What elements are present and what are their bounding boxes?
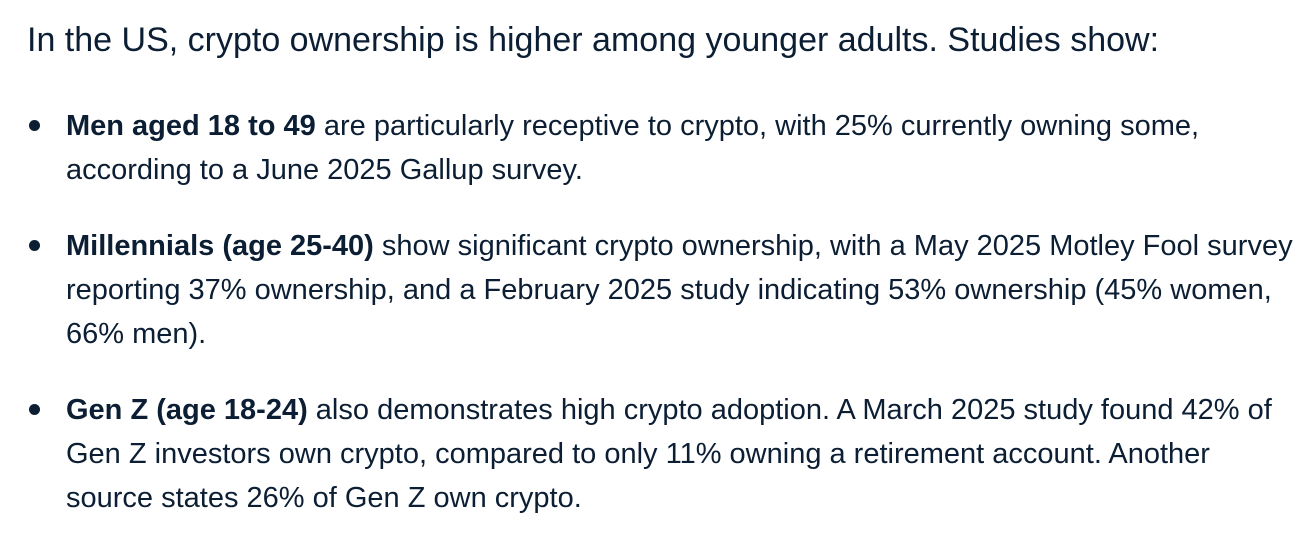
bullet-icon: [29, 240, 40, 251]
bullet-icon: [29, 404, 40, 415]
list-item: Millennials (age 25-40) show significant…: [29, 224, 1301, 356]
fact-lead: Gen Z (age 18-24): [66, 394, 308, 426]
list-item: Men aged 18 to 49 are particularly recep…: [29, 104, 1301, 192]
content-area: In the US, crypto ownership is higher am…: [27, 21, 1293, 514]
facts-list: Men aged 18 to 49 are particularly recep…: [29, 104, 1301, 552]
intro-text: In the US, crypto ownership is higher am…: [27, 21, 1160, 59]
fact-text: show significant crypto ownership, with …: [66, 230, 1293, 350]
bullet-icon: [29, 120, 40, 131]
fact-lead: Men aged 18 to 49: [66, 110, 316, 142]
list-item: Gen Z (age 18-24) also demonstrates high…: [29, 388, 1301, 520]
fact-text: are particularly receptive to crypto, wi…: [66, 110, 1200, 186]
fact-text: also demonstrates high crypto adoption. …: [66, 394, 1272, 514]
fact-lead: Millennials (age 25-40): [66, 230, 374, 262]
